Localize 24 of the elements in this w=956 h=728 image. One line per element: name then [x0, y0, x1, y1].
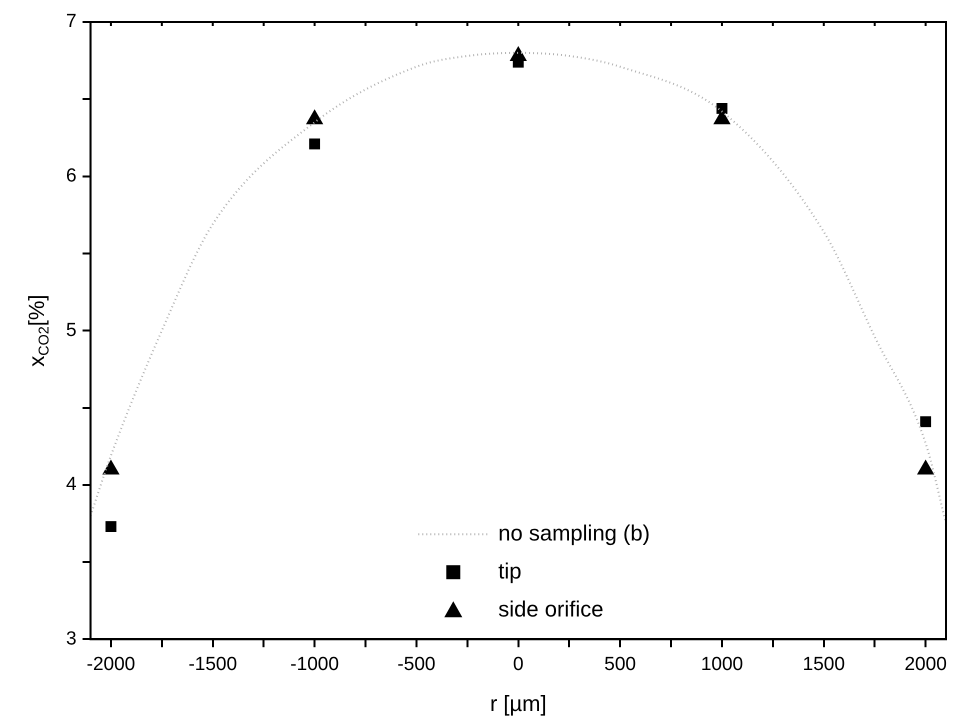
point — [309, 138, 320, 150]
x-tick-label: -1500 — [188, 654, 238, 675]
x-tick-label: 0 — [512, 654, 524, 675]
y-tick-label: 3 — [66, 628, 77, 650]
y-tick-label: 6 — [66, 166, 77, 187]
point — [716, 102, 728, 114]
x-tick-label: -500 — [397, 654, 436, 675]
y-tick-label: 7 — [66, 11, 77, 32]
x-tick-label: -2000 — [86, 654, 136, 675]
x-tick-label: 1000 — [700, 654, 744, 675]
y-tick-label: 5 — [66, 320, 77, 341]
x-tick-label: 2000 — [904, 654, 947, 675]
x-axis-title: r [µm] — [490, 691, 547, 716]
point — [920, 416, 932, 428]
legend-label: no sampling (b) — [498, 520, 650, 546]
y-axis-title: xCO2[%] — [24, 294, 53, 367]
point — [306, 110, 323, 124]
x-tick-label: 1500 — [802, 654, 845, 675]
point — [105, 521, 116, 532]
x-tick-label: -1000 — [290, 654, 339, 675]
legend-label: tip — [498, 558, 522, 584]
x-tick-label: 500 — [604, 654, 636, 675]
y-tick-label: 4 — [66, 474, 77, 496]
legend-label: side orifice — [498, 596, 604, 622]
